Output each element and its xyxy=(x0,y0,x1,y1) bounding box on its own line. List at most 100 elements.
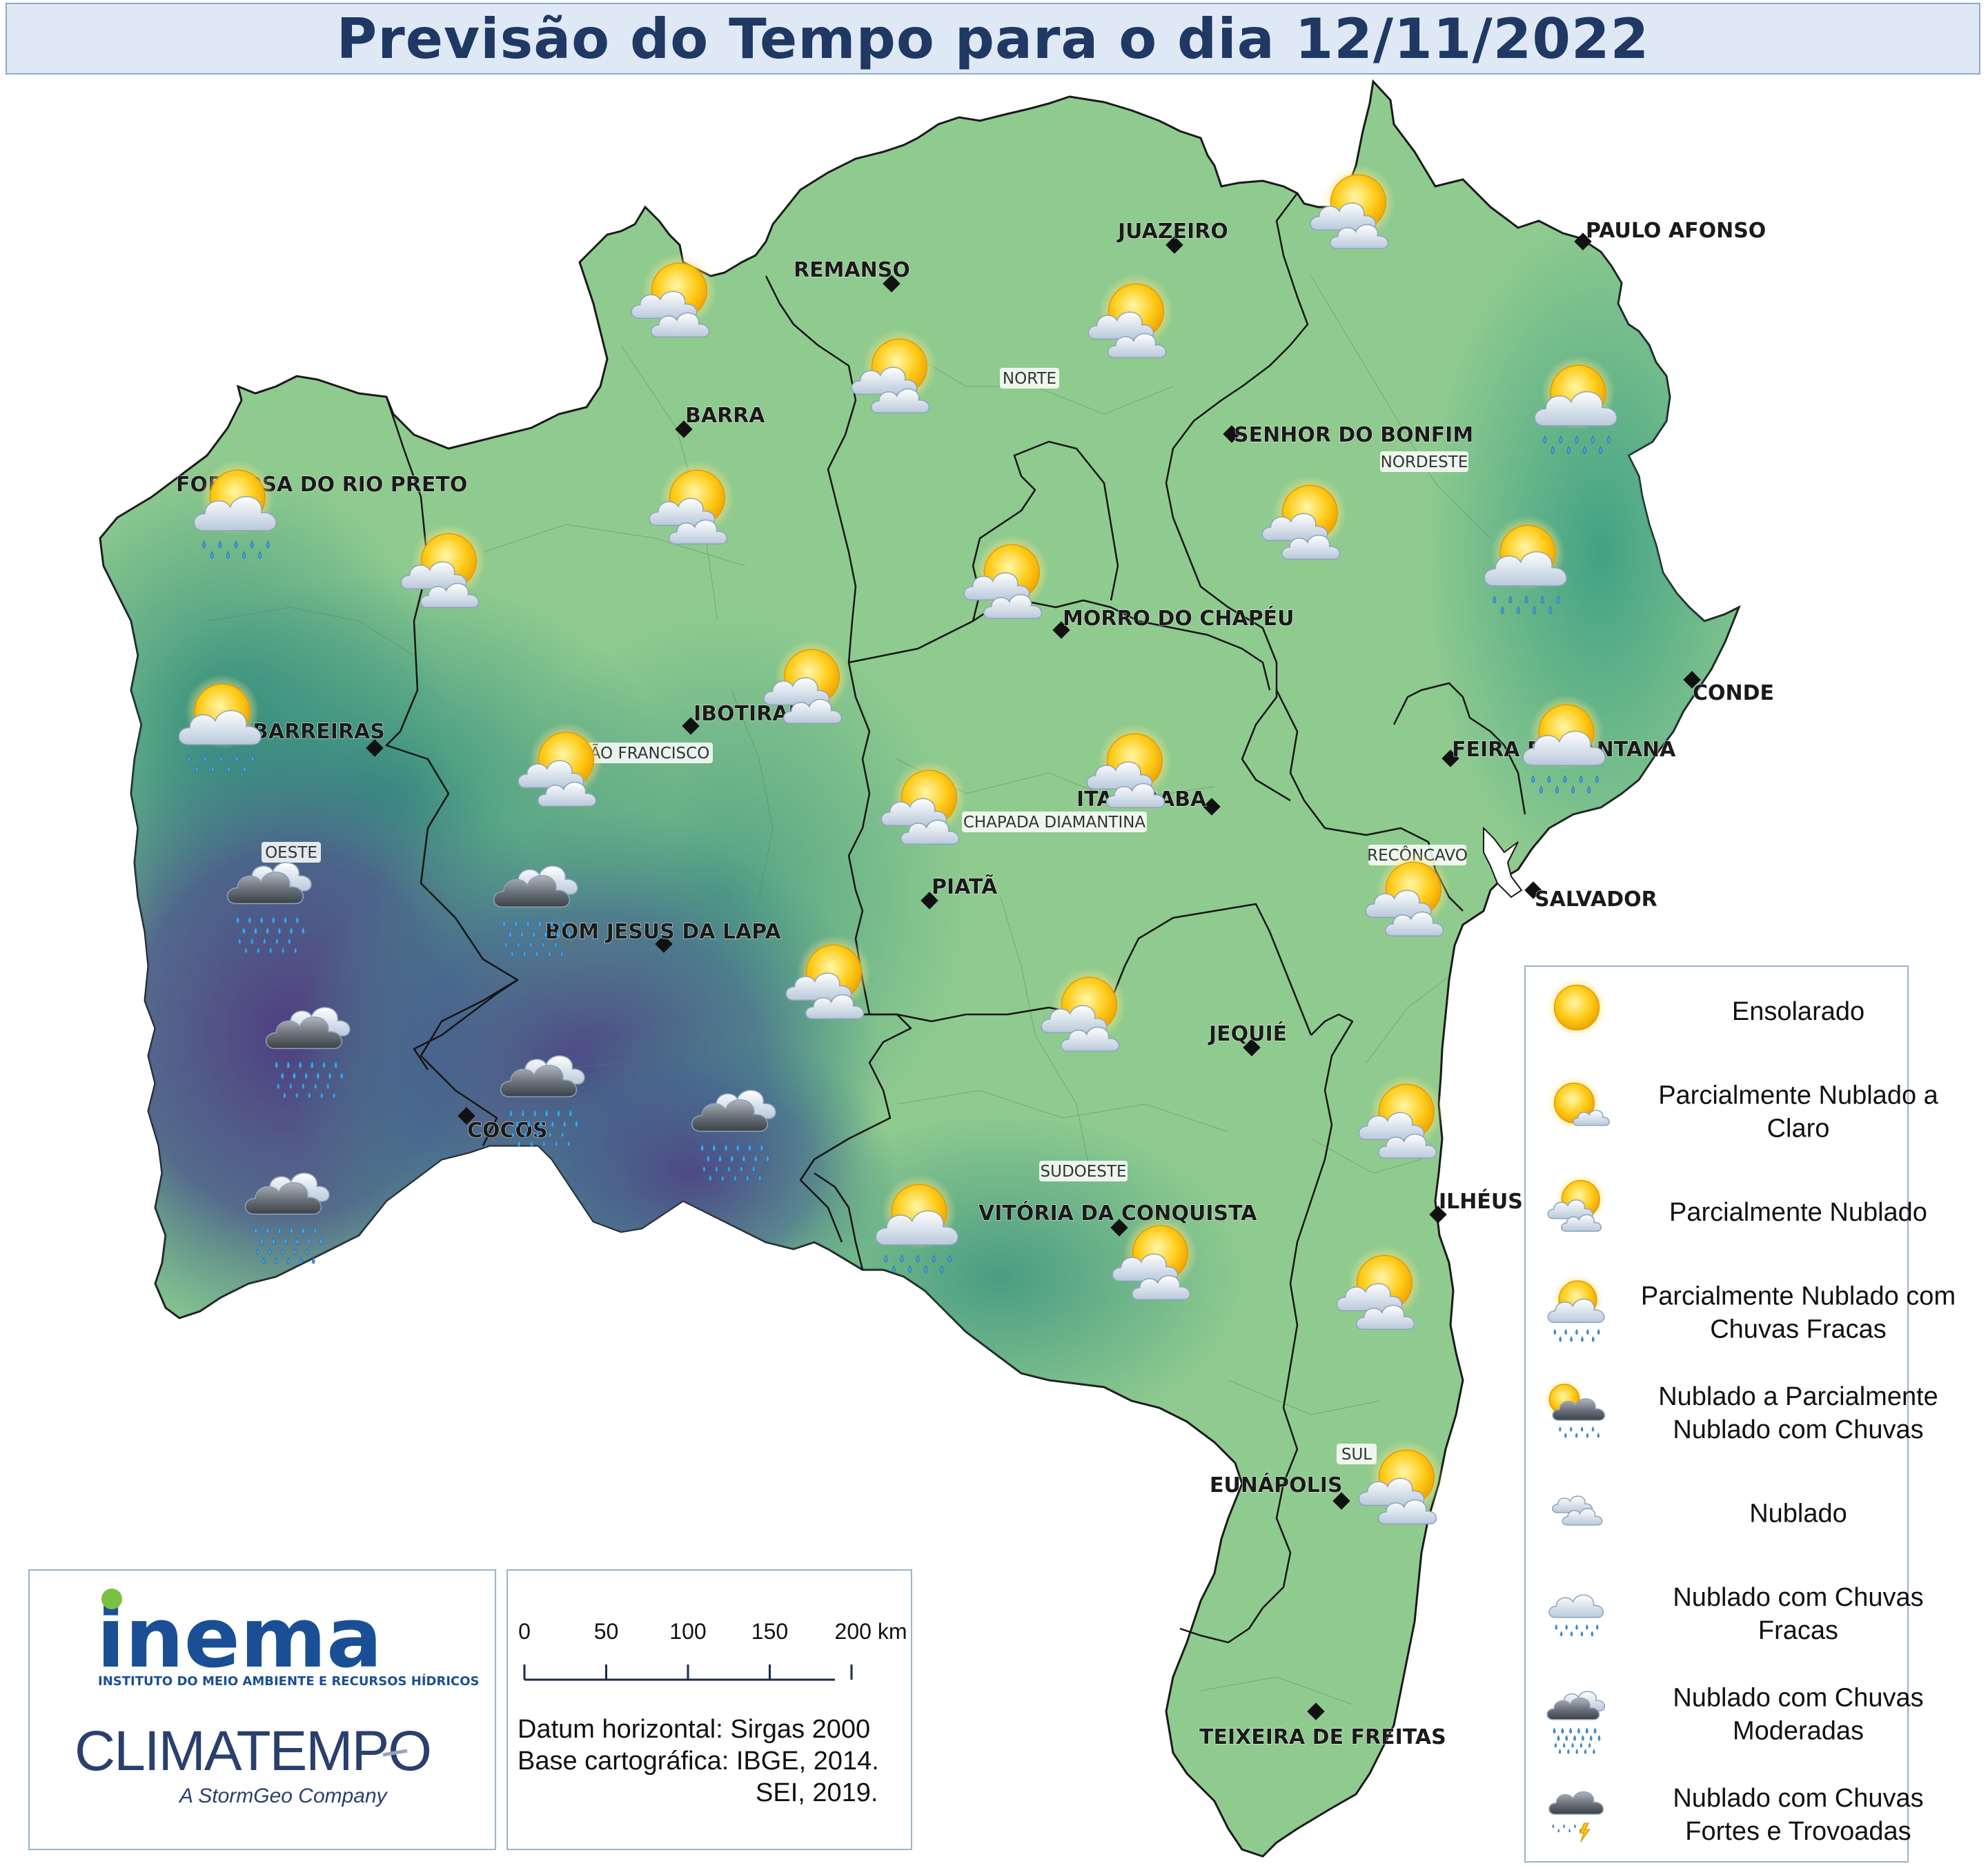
legend-label: Nublado com Chuvas xyxy=(1673,1583,1923,1612)
inema-subtitle: INSTITUTO DO MEIO AMBIENTE E RECURSOS HÍ… xyxy=(98,1673,480,1689)
legend-label: Parcialmente Nublado xyxy=(1669,1198,1927,1227)
legend-item-cloudy-to-partly-cloudy-rain: Nublado a Parcialmente Nublado com Chuvas xyxy=(1544,1379,1938,1444)
border-sudoeste-west xyxy=(814,1172,864,1270)
credit-line: Datum horizontal: Sirgas 2000 xyxy=(518,1715,870,1744)
forecast-icon-partly-cloudy xyxy=(1358,1440,1444,1525)
region-label-nordeste: NORDESTE xyxy=(1380,451,1468,472)
border-chapada-top xyxy=(848,599,1271,691)
city-barra: BARRA xyxy=(675,404,766,438)
city-label: COCOS xyxy=(467,1119,548,1143)
region-label-norte: NORTE xyxy=(1000,368,1059,389)
city-label: JUAZEIRO xyxy=(1116,219,1228,244)
legend-label: Nublado com Chuvas xyxy=(1673,1784,1923,1813)
forecast-icon-partly-cloudy xyxy=(400,524,486,609)
forecast-icon-partly-cloudy-light-rain xyxy=(875,1175,958,1273)
city-barreiras: BARREIRAS xyxy=(253,720,385,757)
city-vitoria-da-conquista: VITÓRIA DA CONQUISTA xyxy=(978,1200,1258,1237)
region-name: SUL xyxy=(1341,1446,1372,1464)
scale-frame xyxy=(506,1569,912,1850)
forecast-icon-partly-cloudy xyxy=(785,935,872,1020)
cloudy-moderate-rain-icon xyxy=(1546,1691,1606,1754)
region-name: NORTE xyxy=(1003,370,1056,388)
border-oeste-cocos xyxy=(413,979,518,1070)
legend-label: Chuvas Fracas xyxy=(1710,1315,1887,1344)
city-label: BARRA xyxy=(685,404,765,428)
page-title: Previsão do Tempo para o dia 12/11/2022 xyxy=(336,6,1650,71)
logo-box: inema INSTITUTO DO MEIO AMBIENTE E RECUR… xyxy=(28,1569,496,1850)
forecast-icon-cloudy-moderate-rain xyxy=(244,1172,330,1264)
legend-label: Nublado xyxy=(1749,1500,1847,1529)
city-conde: CONDE xyxy=(1683,671,1775,706)
city-salvador: SALVADOR xyxy=(1524,881,1657,912)
city-label: TEIXEIRA DE FREITAS xyxy=(1199,1725,1446,1749)
region-name: OESTE xyxy=(265,844,317,862)
forecast-icon-partly-cloudy xyxy=(1365,852,1451,937)
city-juazeiro: JUAZEIRO xyxy=(1116,219,1228,254)
inema-logo-dot xyxy=(101,1589,122,1609)
city-morro-do-chapeu: MORRO DO CHAPÉU xyxy=(1052,606,1295,639)
cloudy-light-rain-icon xyxy=(1548,1594,1604,1637)
forecast-icons xyxy=(178,165,1617,1525)
forecast-icon-cloudy-moderate-rain xyxy=(265,1007,351,1099)
climatempo-logo: CLIMATEMPO xyxy=(75,1720,431,1782)
city-markers: REMANSO JUAZEIRO PAULO AFONSO BARRA SENHOR D… xyxy=(176,219,1775,1750)
forecast-icon-partly-cloudy xyxy=(880,760,967,845)
forecast-icon-cloudy-moderate-rain xyxy=(493,865,578,957)
legend-item-cloudy-light-rain: Nublado com Chuvas Fracas xyxy=(1548,1583,1924,1645)
forecast-icon-cloudy-moderate-rain xyxy=(500,1055,585,1147)
border-nordeste-east xyxy=(1392,682,1526,815)
region-name: SUDOESTE xyxy=(1041,1163,1127,1181)
legend-item-cloudy-heavy-rain-thunder: Nublado com Chuvas Fortes e Trovoadas xyxy=(1548,1784,1924,1846)
forecast-icon-partly-cloudy xyxy=(1310,165,1396,250)
logo-frame xyxy=(28,1569,496,1850)
legend-label: Nublado com Chuvas xyxy=(1673,1415,1923,1444)
climatempo-swoosh xyxy=(382,1749,408,1757)
border-sudoeste xyxy=(863,903,1312,1036)
legend-label: Nublado com Chuvas xyxy=(1673,1684,1923,1713)
legend-label: Parcialmente Nublado com xyxy=(1641,1282,1956,1311)
forecast-icon-partly-cloudy xyxy=(518,723,604,807)
legend-label: Nublado a Parcialmente xyxy=(1658,1382,1938,1411)
scale-tick-label: 200 km xyxy=(835,1619,907,1644)
border-sao-francisco-norte xyxy=(765,275,912,1243)
cloudy-heavy-rain-thunder-icon xyxy=(1548,1791,1604,1843)
salvador-bay xyxy=(1483,826,1523,898)
region-name: CHAPADA DIAMANTINA xyxy=(963,814,1146,832)
forecast-icon-partly-cloudy-light-rain xyxy=(193,460,277,559)
forecast-icon-partly-cloudy xyxy=(1358,1074,1444,1159)
region-label-sudoeste: SUDOESTE xyxy=(1039,1161,1128,1181)
legend-item-partly-cloudy-to-clear: Parcialmente Nublado a Claro xyxy=(1547,1076,1939,1143)
partly-cloudy-icon xyxy=(1547,1174,1606,1232)
region-name: NORDESTE xyxy=(1381,453,1468,471)
forecast-icon-cloudy-moderate-rain xyxy=(691,1090,776,1181)
city-bom-jesus-da-lapa: BOM JESUS DA LAPA xyxy=(545,920,782,953)
region-label-sul: SUL xyxy=(1337,1444,1377,1464)
city-label: JEQUIÉ xyxy=(1208,1021,1287,1046)
region-label-sao-francisco: SÃO FRANCISCO xyxy=(576,743,713,763)
climatempo-subtitle: A StormGeo Company xyxy=(178,1785,388,1807)
city-label: PAULO AFONSO xyxy=(1586,219,1766,243)
city-remanso: REMANSO xyxy=(794,258,910,293)
forecast-icon-cloudy-moderate-rain xyxy=(226,862,312,954)
partly-cloudy-to-clear-icon xyxy=(1547,1076,1610,1130)
forecast-icon-partly-cloudy xyxy=(1261,475,1348,560)
city-label: ILHÉUS xyxy=(1439,1189,1523,1214)
forecast-icon-partly-cloudy xyxy=(1336,1246,1422,1330)
city-label: VITÓRIA DA CONQUISTA xyxy=(978,1200,1257,1226)
forecast-icon-partly-cloudy xyxy=(1088,274,1174,359)
sunny-icon xyxy=(1546,977,1607,1038)
legend-label: Claro xyxy=(1767,1114,1830,1143)
city-label: BOM JESUS DA LAPA xyxy=(545,920,781,944)
forecast-icon-partly-cloudy xyxy=(631,253,717,338)
cloudy-to-partly-cloudy-rain-icon xyxy=(1544,1379,1606,1438)
forecast-icon-partly-cloudy xyxy=(649,460,735,545)
title-bar: Previsão do Tempo para o dia 12/11/2022 xyxy=(6,3,1980,75)
credit-line: Base cartográfica: IBGE, 2014. xyxy=(518,1747,879,1776)
legend-label: Fortes e Trovoadas xyxy=(1685,1817,1911,1846)
city-senhor-do-bonfim: SENHOR DO BONFIM xyxy=(1223,423,1474,448)
scale-bar: 0 50 100 150 200 km xyxy=(518,1619,907,1681)
city-paulo-afonso: PAULO AFONSO xyxy=(1574,219,1766,251)
partly-cloudy-light-rain-icon xyxy=(1547,1274,1605,1342)
scale-tick-label: 0 xyxy=(518,1619,531,1644)
